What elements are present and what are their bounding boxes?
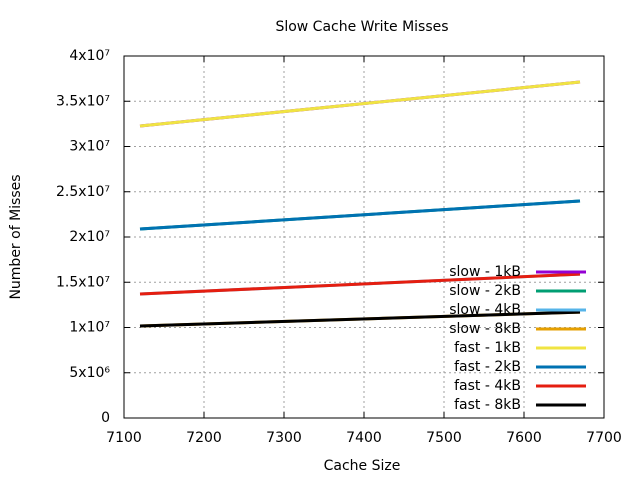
x-tick-label: 7600 xyxy=(506,430,542,446)
plot-border xyxy=(123,55,605,419)
y-tick-label: 1x10⁷ xyxy=(69,320,110,336)
x-tick-label: 7100 xyxy=(106,430,142,446)
legend-label: slow - 1kB xyxy=(449,264,521,280)
chart-title: Slow Cache Write Misses xyxy=(275,19,448,35)
x-axis-label: Cache Size xyxy=(324,458,401,474)
legend-label: fast - 8kB xyxy=(454,397,521,413)
legend-label: slow - 8kB xyxy=(449,321,521,337)
y-tick-label: 5x10⁶ xyxy=(69,365,110,381)
x-tick-label: 7700 xyxy=(586,430,622,446)
legend-label: slow - 4kB xyxy=(449,302,521,318)
series-line xyxy=(139,272,581,296)
y-tick-label: 3x10⁷ xyxy=(69,139,110,155)
y-axis-label: Number of Misses xyxy=(8,174,24,299)
series-line xyxy=(139,80,581,128)
x-tick-label: 7200 xyxy=(186,430,222,446)
y-tick-label: 4x10⁷ xyxy=(69,48,110,64)
x-tick-label: 7400 xyxy=(346,430,382,446)
series-line xyxy=(139,310,581,328)
x-tick-label: 7300 xyxy=(266,430,302,446)
y-tick-label: 2.5x10⁷ xyxy=(56,184,110,200)
y-tick-label: 2x10⁷ xyxy=(69,229,110,245)
y-tick-label: 3.5x10⁷ xyxy=(56,93,110,109)
y-tick-label: 0 xyxy=(101,410,110,426)
legend-label: fast - 1kB xyxy=(454,340,521,356)
series-line xyxy=(139,199,581,231)
legend-label: fast - 4kB xyxy=(454,378,521,394)
legend-label: fast - 2kB xyxy=(454,359,521,375)
y-tick-label: 1.5x10⁷ xyxy=(56,274,110,290)
x-tick-label: 7500 xyxy=(426,430,462,446)
legend-label: slow - 2kB xyxy=(449,283,521,299)
